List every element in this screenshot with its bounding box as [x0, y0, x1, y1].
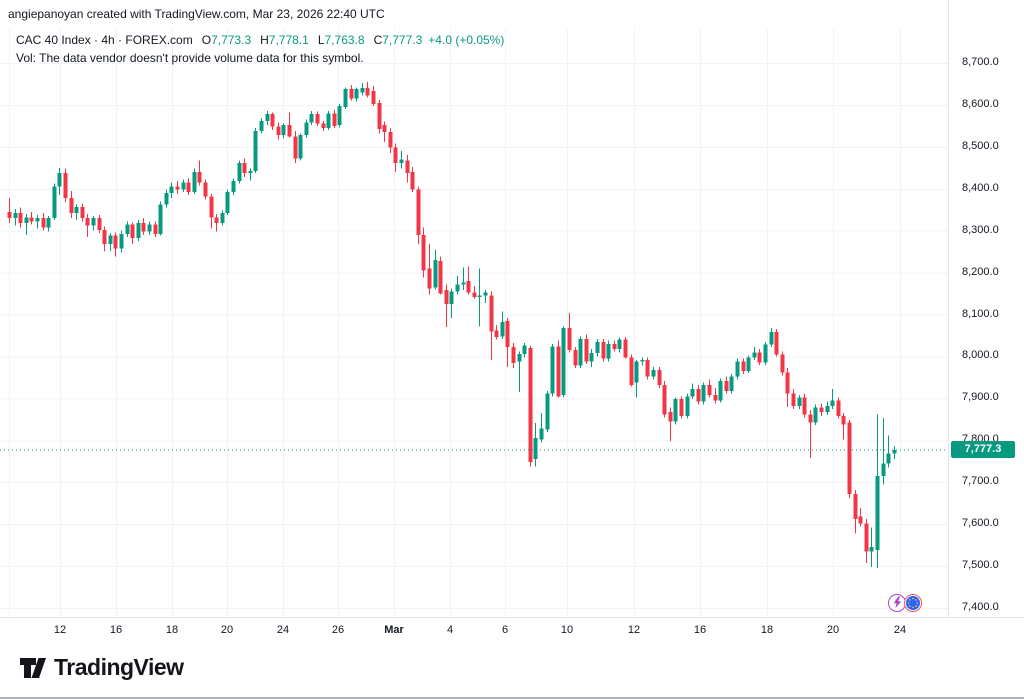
price-axis-label: 7,600.0: [962, 517, 999, 530]
open-value: 7,773.3: [211, 33, 252, 47]
price-axis-label: 8,600.0: [962, 97, 999, 110]
time-axis-label: 20: [826, 624, 840, 636]
symbol-title[interactable]: CAC 40 Index · 4h · FOREX.com: [16, 33, 193, 47]
close-value: 7,777.3: [382, 33, 423, 47]
price-axis-label: 8,300.0: [962, 223, 999, 236]
time-axis[interactable]: 12 16 18 20 24 26 Mar 4 6 10 12 16 18 20 24: [0, 617, 1024, 645]
time-axis-label: 10: [560, 624, 574, 636]
low-value: 7,763.8: [324, 33, 365, 47]
time-axis-label: 26: [331, 624, 345, 636]
volume-note: Vol: The data vendor doesn't provide vol…: [16, 51, 364, 65]
symbol-legend[interactable]: CAC 40 Index · 4h · FOREX.com O7,773.3 H7,…: [16, 33, 504, 47]
price-axis-label: 8,500.0: [962, 139, 999, 152]
high-label: H: [260, 33, 269, 47]
tradingview-logo-text: TradingView: [54, 654, 184, 680]
price-axis-label: 8,100.0: [962, 307, 999, 320]
eu-flag-event-icon[interactable]: [904, 594, 922, 612]
economic-event-lightning-icon[interactable]: [888, 594, 906, 612]
price-axis[interactable]: 7,777.3 8,700.0 8,600.0 8,500.0 8,400.0 8,30…: [948, 0, 1024, 617]
time-axis-label: 24: [893, 624, 907, 636]
time-axis-label: 16: [109, 624, 123, 636]
price-axis-label: 8,000.0: [962, 349, 999, 362]
price-axis-label: 7,900.0: [962, 391, 999, 404]
change-value: +4.0 (+0.05%): [428, 33, 505, 47]
price-axis-label: 7,400.0: [962, 601, 999, 613]
price-axis-label: 8,700.0: [962, 56, 999, 68]
time-axis-label: Mar: [384, 624, 404, 636]
low-label: L: [317, 33, 325, 47]
time-axis-label: 20: [220, 624, 234, 636]
time-axis-label: 18: [165, 624, 179, 636]
time-axis-label: 4: [446, 624, 454, 636]
time-axis-label: 16: [693, 624, 707, 636]
open-label: O: [201, 33, 212, 47]
attribution-text: angiepanoyan created with TradingView.co…: [8, 7, 385, 21]
screenshot-bottom-edge: [0, 697, 1024, 699]
price-axis-label: 8,200.0: [962, 265, 999, 278]
tradingview-logo[interactable]: TradingView: [18, 654, 184, 681]
price-chart-canvas[interactable]: [0, 0, 948, 617]
last-price-label: 7,777.3: [951, 441, 1015, 459]
tradingview-logo-mark-icon: [20, 657, 46, 678]
time-axis-label: 24: [276, 624, 290, 636]
candlestick-series: [7, 81, 897, 569]
time-axis-label: 6: [501, 624, 509, 636]
grid-lines: [0, 28, 948, 617]
price-axis-label: 7,700.0: [962, 475, 999, 488]
price-axis-label: 8,400.0: [962, 181, 999, 194]
time-axis-label: 12: [53, 624, 67, 636]
close-label: C: [373, 33, 383, 47]
high-value: 7,778.1: [268, 33, 309, 47]
price-axis-label: 7,500.0: [962, 559, 999, 572]
time-axis-label: 18: [760, 624, 774, 636]
time-axis-label: 12: [627, 624, 641, 636]
